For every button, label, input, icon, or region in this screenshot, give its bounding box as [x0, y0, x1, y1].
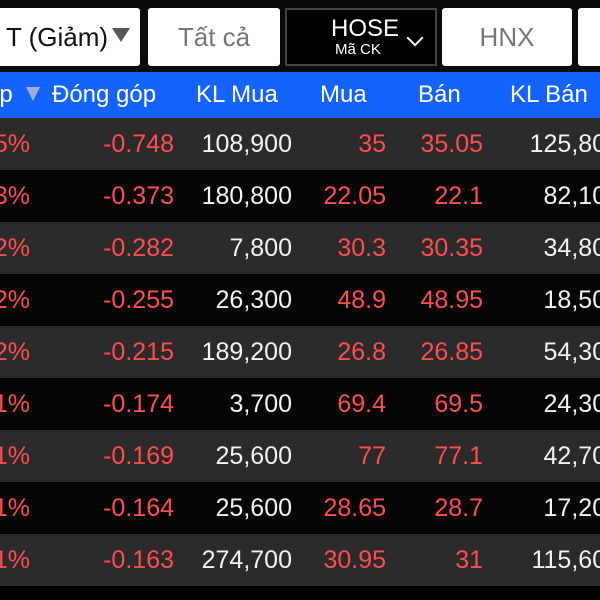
kl-ban-cell: 115,600	[531, 546, 600, 574]
contribution-cell: -0.215	[103, 338, 174, 366]
kl-mua-cell: 25,600	[215, 442, 292, 470]
filter-all-label: Tất cả	[177, 21, 251, 52]
sort-order-label: T (Giảm)	[6, 21, 109, 52]
table-row[interactable]: 1% -0.163 274,700 30.95 31 115,600	[0, 534, 600, 586]
kl-ban-cell: 42,700	[543, 442, 600, 470]
pct-cell: 1%	[0, 442, 30, 470]
kl-mua-cell: 180,800	[201, 182, 292, 210]
kl-ban-cell: 34,800	[543, 234, 600, 262]
kl-ban-cell: 18,500	[543, 286, 600, 314]
pct-cell: 1%	[0, 390, 30, 418]
ban-cell: 77.1	[434, 442, 483, 470]
column-header-mua-label: Mua	[320, 81, 367, 108]
pct-cell: 2%	[0, 338, 30, 366]
ban-cell: 31	[455, 546, 483, 574]
ban-cell: 35.05	[420, 130, 483, 158]
mua-cell: 69.4	[337, 390, 386, 418]
kl-ban-cell: 125,800	[529, 130, 600, 158]
contribution-cell: -0.174	[103, 390, 174, 418]
mua-cell: 48.9	[337, 286, 386, 314]
ban-cell: 28.7	[434, 494, 483, 522]
sort-desc-icon[interactable]	[26, 87, 40, 101]
contribution-cell: -0.255	[103, 286, 174, 314]
table-row[interactable]: 1% -0.174 3,700 69.4 69.5 24,300	[0, 378, 600, 430]
kl-ban-cell: 54,300	[543, 338, 600, 366]
kl-ban-cell: 24,300	[543, 390, 600, 418]
pct-cell: 1%	[0, 546, 30, 574]
table-row[interactable]: 2% -0.282 7,800 30.3 30.35 34,800	[0, 222, 600, 274]
column-header-contribution[interactable]: Đóng góp	[52, 72, 156, 118]
table-row[interactable]: 1% -0.169 25,600 77 77.1 42,700	[0, 430, 600, 482]
kl-mua-cell: 3,700	[229, 390, 292, 418]
column-header-contribution-label: Đóng góp	[52, 81, 157, 108]
mua-cell: 30.3	[337, 234, 386, 262]
pct-cell: 3%	[0, 182, 30, 210]
contribution-cell: -0.748	[103, 130, 174, 158]
filter-toolbar: T (Giảm) Tất cả HOSE Mã CK HNX	[0, 0, 600, 72]
exchange-label: HOSE	[331, 15, 400, 42]
filter-all-button[interactable]: Tất cả	[148, 8, 280, 66]
exchange-more-button[interactable]	[578, 8, 600, 66]
column-header-pct-label: óp	[0, 81, 13, 108]
contribution-cell: -0.164	[103, 494, 174, 522]
contribution-cell: -0.169	[103, 442, 174, 470]
kl-mua-cell: 108,900	[201, 130, 292, 158]
pct-cell: 1%	[0, 494, 30, 522]
exchange-sublabel: Mã CK	[335, 41, 381, 58]
stock-table-body: 5% -0.748 108,900 35 35.05 125,800 3% -0…	[0, 118, 600, 586]
column-header-kl-mua-label: KL Mua	[196, 81, 278, 108]
column-header-kl-mua[interactable]: KL Mua	[196, 72, 278, 118]
column-header-pct[interactable]: óp	[0, 72, 13, 118]
pct-cell: 2%	[0, 234, 30, 262]
exchange-hose-dropdown[interactable]: HOSE Mã CK	[285, 8, 437, 66]
ban-cell: 48.95	[420, 286, 483, 314]
table-header: óp Đóng góp KL Mua Mua Bán KL Bán	[0, 72, 600, 118]
mua-cell: 22.05	[323, 182, 386, 210]
mua-cell: 30.95	[323, 546, 386, 574]
table-row[interactable]: 2% -0.255 26,300 48.9 48.95 18,500	[0, 274, 600, 326]
mua-cell: 35	[358, 130, 386, 158]
table-row[interactable]: 1% -0.164 25,600 28.65 28.7 17,200	[0, 482, 600, 534]
column-header-kl-ban-label: KL Bán	[510, 81, 588, 108]
exchange-hnx-label: HNX	[479, 21, 535, 52]
exchange-hnx-button[interactable]: HNX	[442, 8, 572, 66]
mua-cell: 26.8	[337, 338, 386, 366]
ban-cell: 30.35	[420, 234, 483, 262]
table-row[interactable]: 3% -0.373 180,800 22.05 22.1 82,100	[0, 170, 600, 222]
ban-cell: 69.5	[434, 390, 483, 418]
sort-order-dropdown[interactable]: T (Giảm)	[0, 8, 140, 66]
column-header-ban-label: Bán	[418, 81, 461, 108]
kl-mua-cell: 274,700	[201, 546, 292, 574]
caret-down-icon	[112, 28, 130, 42]
table-row[interactable]: 5% -0.748 108,900 35 35.05 125,800	[0, 118, 600, 170]
kl-mua-cell: 26,300	[215, 286, 292, 314]
mua-cell: 28.65	[323, 494, 386, 522]
table-row[interactable]: 2% -0.215 189,200 26.8 26.85 54,300	[0, 326, 600, 378]
kl-mua-cell: 189,200	[201, 338, 292, 366]
kl-mua-cell: 25,600	[215, 494, 292, 522]
kl-mua-cell: 7,800	[229, 234, 292, 262]
contribution-cell: -0.373	[103, 182, 174, 210]
column-header-mua[interactable]: Mua	[320, 72, 367, 118]
contribution-cell: -0.163	[103, 546, 174, 574]
pct-cell: 5%	[0, 130, 30, 158]
ban-cell: 26.85	[420, 338, 483, 366]
pct-cell: 2%	[0, 286, 30, 314]
contribution-cell: -0.282	[103, 234, 174, 262]
kl-ban-cell: 17,200	[543, 494, 600, 522]
chevron-down-icon	[406, 29, 424, 47]
kl-ban-cell: 82,100	[543, 182, 600, 210]
column-header-ban[interactable]: Bán	[418, 72, 461, 118]
column-header-kl-ban[interactable]: KL Bán	[510, 72, 588, 118]
mua-cell: 77	[358, 442, 386, 470]
ban-cell: 22.1	[434, 182, 483, 210]
